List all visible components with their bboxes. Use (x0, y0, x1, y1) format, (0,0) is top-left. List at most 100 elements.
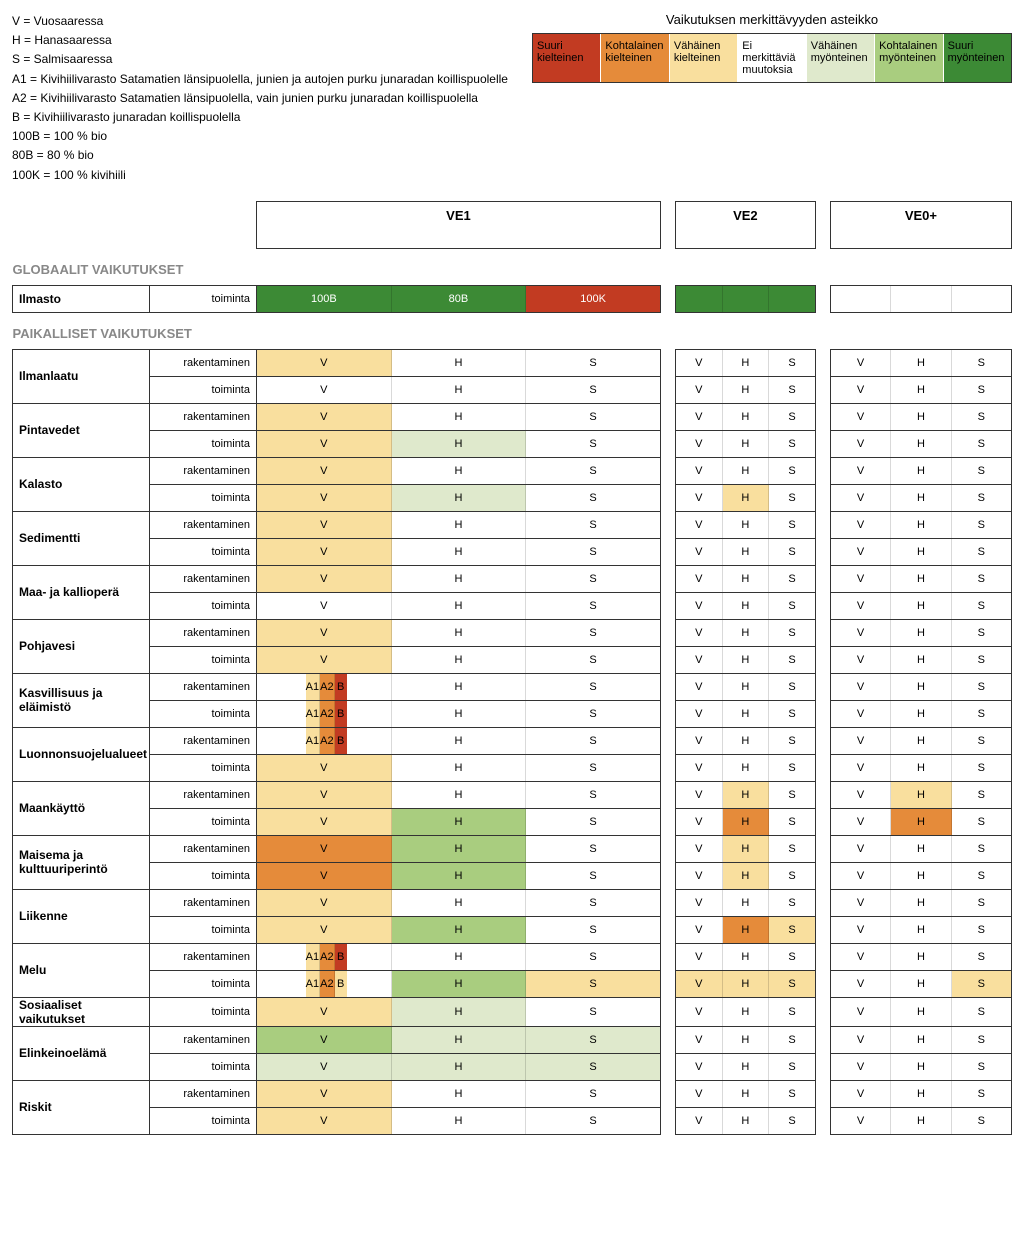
data-cell: VHS (675, 349, 815, 376)
scale-cell: Vähäinen kielteinen (670, 34, 738, 82)
abbrev-line: B = Kivihiilivarasto junaradan koillispu… (12, 108, 508, 127)
data-cell: VHS (257, 565, 661, 592)
data-cell: VHS (675, 376, 815, 403)
row-phase: rakentaminen (150, 673, 257, 700)
data-cell: VHS (675, 619, 815, 646)
scale-cell: Kohtalainen myönteinen (875, 34, 943, 82)
data-cell: VHS (675, 1080, 815, 1107)
data-cell: VHS (257, 916, 661, 943)
data-cell: VHS (257, 1053, 661, 1080)
data-cell: VHS (675, 700, 815, 727)
row-phase: rakentaminen (150, 781, 257, 808)
row-category: Riskit (13, 1080, 150, 1134)
scale-cell: Kohtalainen kielteinen (601, 34, 669, 82)
data-cell: VHS (257, 646, 661, 673)
data-cell: VHS (257, 592, 661, 619)
data-cell: A1A2BHS (257, 943, 661, 970)
abbrev-line: A2 = Kivihiilivarasto Satamatien länsipu… (12, 89, 508, 108)
data-cell: 100B80B100K (257, 285, 661, 312)
row-phase: toiminta (150, 916, 257, 943)
row-category: Sosiaaliset vaikutukset (13, 997, 150, 1026)
abbreviations: V = VuosaaressaH = HanasaaressaS = Salmi… (12, 12, 508, 185)
row-phase: rakentaminen (150, 1080, 257, 1107)
row-phase: toiminta (150, 1107, 257, 1134)
data-cell: VHS (830, 457, 1011, 484)
data-cell: VHS (675, 916, 815, 943)
data-cell: VHS (830, 862, 1011, 889)
row-category: Maisema ja kulttuuriperintö (13, 835, 150, 889)
abbrev-line: 80B = 80 % bio (12, 146, 508, 165)
abbrev-line: 100K = 100 % kivihiili (12, 166, 508, 185)
data-cell: A1A2BHS (257, 970, 661, 997)
data-cell (675, 285, 815, 312)
data-cell: VHS (675, 538, 815, 565)
data-cell: VHS (830, 970, 1011, 997)
data-cell: VHS (257, 1107, 661, 1134)
legend: V = VuosaaressaH = HanasaaressaS = Salmi… (12, 12, 1012, 185)
data-cell: VHS (257, 997, 661, 1026)
data-cell: VHS (675, 781, 815, 808)
row-phase: toiminta (150, 484, 257, 511)
data-cell: VHS (675, 835, 815, 862)
data-cell: VHS (830, 1080, 1011, 1107)
abbrev-line: 100B = 100 % bio (12, 127, 508, 146)
data-cell: VHS (675, 862, 815, 889)
data-cell: A1A2BHS (257, 673, 661, 700)
data-cell: VHS (830, 754, 1011, 781)
row-phase: rakentaminen (150, 511, 257, 538)
data-cell (830, 285, 1011, 312)
col-header: VE1 (257, 201, 661, 248)
data-cell: VHS (830, 700, 1011, 727)
data-cell: VHS (675, 646, 815, 673)
data-cell: VHS (675, 889, 815, 916)
data-cell: VHS (257, 889, 661, 916)
row-phase: rakentaminen (150, 619, 257, 646)
row-phase: rakentaminen (150, 727, 257, 754)
data-cell: VHS (257, 349, 661, 376)
scale-cell: Suuri kielteinen (533, 34, 601, 82)
row-phase: rakentaminen (150, 835, 257, 862)
row-phase: toiminta (150, 997, 257, 1026)
col-header: VE2 (675, 201, 815, 248)
data-cell: VHS (257, 1080, 661, 1107)
data-cell: VHS (675, 592, 815, 619)
data-cell: VHS (830, 403, 1011, 430)
row-phase: toiminta (150, 646, 257, 673)
row-phase: toiminta (150, 430, 257, 457)
row-phase: toiminta (150, 376, 257, 403)
data-cell: VHS (675, 457, 815, 484)
data-cell: VHS (675, 673, 815, 700)
data-cell: VHS (830, 538, 1011, 565)
data-cell: VHS (830, 619, 1011, 646)
data-cell: VHS (675, 1026, 815, 1053)
data-cell: VHS (675, 430, 815, 457)
data-cell: VHS (257, 457, 661, 484)
data-cell: VHS (675, 403, 815, 430)
data-cell: VHS (257, 754, 661, 781)
data-cell: VHS (830, 997, 1011, 1026)
data-cell: VHS (257, 808, 661, 835)
row-category: Ilmanlaatu (13, 349, 150, 403)
data-cell: VHS (675, 484, 815, 511)
data-cell: VHS (830, 808, 1011, 835)
row-category: Maa- ja kallioperä (13, 565, 150, 619)
data-cell: VHS (257, 484, 661, 511)
scale-cell: Ei merkittäviä muutoksia (738, 34, 806, 82)
row-category: Pohjavesi (13, 619, 150, 673)
row-category: Melu (13, 943, 150, 997)
data-cell: VHS (830, 646, 1011, 673)
data-cell: VHS (257, 511, 661, 538)
row-phase: rakentaminen (150, 403, 257, 430)
data-cell: VHS (257, 1026, 661, 1053)
row-phase: toiminta (150, 592, 257, 619)
data-cell: VHS (675, 997, 815, 1026)
data-cell: VHS (257, 619, 661, 646)
data-cell: VHS (830, 511, 1011, 538)
data-cell: VHS (830, 376, 1011, 403)
data-cell: A1A2BHS (257, 700, 661, 727)
row-phase: toiminta (150, 538, 257, 565)
data-cell: VHS (830, 835, 1011, 862)
col-header: VE0+ (830, 201, 1011, 248)
data-cell: VHS (830, 889, 1011, 916)
abbrev-line: H = Hanasaaressa (12, 31, 508, 50)
